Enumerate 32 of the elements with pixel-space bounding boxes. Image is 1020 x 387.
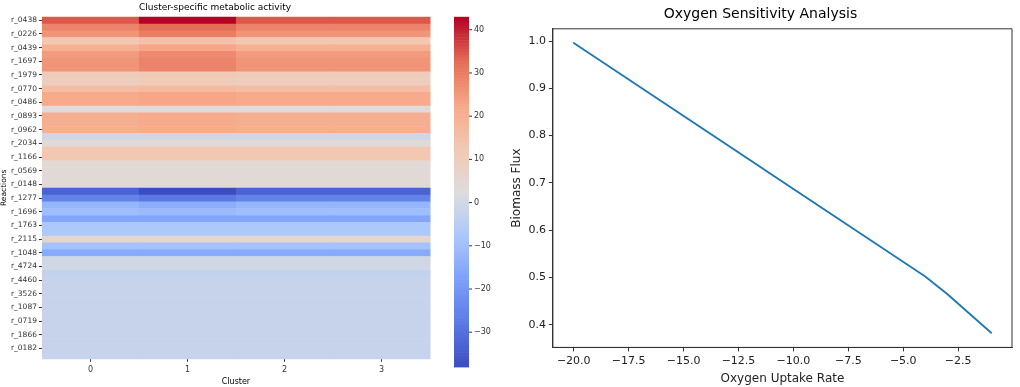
x-axis-title: Cluster [221, 377, 251, 387]
y-tick-label: 0.8 [528, 128, 546, 142]
color-bar-label: 0 [474, 197, 480, 207]
x-tick-label: −10.0 [776, 353, 811, 367]
color-bar-label: 40 [474, 24, 485, 34]
x-tick-label: −20.0 [556, 353, 591, 367]
color-bar-label: −10 [474, 240, 491, 250]
x-tick-label: −2.5 [944, 353, 972, 367]
y-tick-label: 0.7 [528, 175, 546, 189]
y-tick-label: 0.4 [528, 317, 546, 331]
y-tick-label: 0.9 [528, 81, 546, 95]
x-tick-label: −15.0 [666, 353, 701, 367]
y-tick-label: 1.0 [528, 33, 546, 47]
x-tick-label: 3 [378, 364, 385, 374]
color-bar-label: 30 [474, 68, 485, 78]
x-tick-label: 1 [184, 364, 190, 374]
chart-title: Oxygen Sensitivity Analysis [663, 5, 858, 22]
x-tick-label: −7.5 [834, 353, 862, 367]
y-tick-label: 0.5 [528, 270, 546, 284]
color-bar-label: −30 [474, 327, 491, 337]
chart-title: Cluster-specific metabolic activity [138, 1, 292, 12]
x-tick-label: −5.0 [889, 353, 917, 367]
x-tick-label: 0 [87, 364, 93, 374]
color-bar-label: 10 [474, 154, 485, 164]
x-tick-label: 2 [281, 364, 288, 374]
y-tick-label: 0.6 [528, 223, 546, 237]
color-bar-label: −20 [474, 284, 491, 294]
x-axis-title: Oxygen Uptake Rate [720, 370, 845, 385]
x-tick-label: −17.5 [611, 353, 646, 367]
color-bar-label: 20 [474, 111, 485, 121]
y-axis-title: Biomass Flux [509, 148, 524, 228]
x-tick-label: −12.5 [721, 353, 756, 367]
